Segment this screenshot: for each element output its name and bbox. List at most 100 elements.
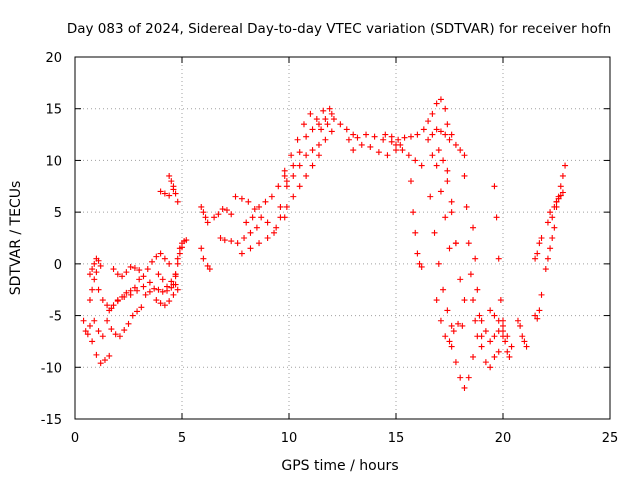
- data-point: [440, 157, 447, 164]
- data-point: [204, 219, 211, 226]
- chart-title: Day 083 of 2024, Sidereal Day-to-day VTE…: [67, 21, 611, 37]
- data-point: [294, 136, 301, 143]
- data-point: [146, 279, 153, 286]
- data-point: [95, 257, 102, 264]
- data-point: [433, 126, 440, 133]
- data-point: [206, 266, 213, 273]
- data-point: [343, 126, 350, 133]
- data-point: [470, 297, 477, 304]
- data-point: [320, 107, 327, 114]
- data-point: [89, 338, 96, 345]
- data-point: [547, 209, 554, 216]
- data-point: [412, 229, 419, 236]
- data-point: [433, 297, 440, 304]
- data-point: [487, 364, 494, 371]
- data-series: [420, 96, 449, 133]
- data-point: [429, 152, 436, 159]
- data-point: [138, 304, 145, 311]
- data-point: [172, 190, 179, 197]
- data-point: [547, 245, 554, 252]
- data-series: [448, 343, 477, 391]
- data-point: [170, 186, 177, 193]
- data-point: [303, 133, 310, 140]
- data-point: [245, 198, 252, 205]
- y-tick-label: -15: [41, 413, 62, 428]
- data-point: [358, 141, 365, 148]
- data-series: [157, 186, 177, 199]
- data-point: [461, 152, 468, 159]
- y-tick-label: -10: [41, 361, 62, 376]
- data-point: [217, 235, 224, 241]
- data-point: [243, 219, 250, 226]
- data-point: [388, 138, 395, 145]
- data-point: [388, 133, 395, 140]
- data-point: [521, 338, 528, 345]
- data-series: [95, 286, 115, 312]
- data-point: [459, 322, 466, 329]
- data-point: [418, 263, 425, 270]
- data-point: [440, 286, 447, 293]
- y-tick-label: 5: [54, 206, 62, 221]
- data-point: [166, 298, 173, 305]
- data-point: [463, 203, 470, 210]
- data-point: [474, 333, 481, 340]
- data-point: [93, 269, 100, 276]
- data-point: [414, 250, 421, 257]
- data-point: [555, 195, 562, 202]
- data-point: [457, 147, 464, 154]
- data-point: [412, 157, 419, 164]
- data-point: [450, 328, 457, 335]
- data-point: [384, 152, 391, 159]
- data-point: [300, 121, 307, 128]
- data-point: [142, 291, 149, 298]
- data-point: [326, 105, 333, 112]
- data-point: [318, 126, 325, 133]
- data-point: [414, 131, 421, 138]
- x-tick-label: 5: [178, 431, 186, 446]
- data-point: [437, 96, 444, 103]
- data-point: [241, 235, 248, 241]
- data-point: [91, 276, 98, 283]
- data-point: [112, 331, 119, 338]
- data-series: [238, 214, 288, 257]
- data-series: [198, 245, 213, 273]
- data-point: [91, 260, 98, 267]
- data-point: [256, 203, 263, 210]
- data-point: [101, 357, 108, 364]
- data-series: [553, 189, 566, 205]
- data-point: [442, 333, 449, 340]
- data-point: [337, 121, 344, 128]
- data-point: [110, 266, 117, 273]
- data-series: [82, 317, 106, 340]
- data-series: [542, 224, 558, 273]
- data-point: [166, 260, 173, 267]
- data-point: [290, 193, 297, 200]
- x-axis-label: GPS time / hours: [281, 458, 398, 474]
- data-point: [476, 312, 483, 319]
- data-point: [264, 219, 271, 226]
- data-point: [442, 214, 449, 221]
- data-point: [144, 266, 151, 273]
- data-point: [309, 126, 316, 133]
- data-point: [553, 203, 560, 210]
- data-series: [283, 110, 335, 185]
- data-series: [104, 304, 145, 340]
- data-point: [288, 152, 295, 159]
- y-axis-label: SDTVAR / TECUs: [8, 181, 24, 296]
- data-point: [410, 209, 417, 216]
- data-point: [80, 317, 87, 324]
- data-point: [176, 250, 183, 257]
- data-point: [465, 374, 472, 381]
- data-point: [247, 245, 254, 252]
- data-point: [452, 359, 459, 366]
- data-point: [153, 253, 160, 260]
- data-series: [461, 172, 479, 324]
- x-tick-label: 0: [71, 431, 79, 446]
- data-series: [500, 328, 515, 360]
- data-point: [221, 237, 228, 244]
- data-point: [446, 245, 453, 252]
- data-point: [86, 271, 93, 278]
- data-point: [455, 320, 462, 327]
- data-point: [86, 322, 93, 329]
